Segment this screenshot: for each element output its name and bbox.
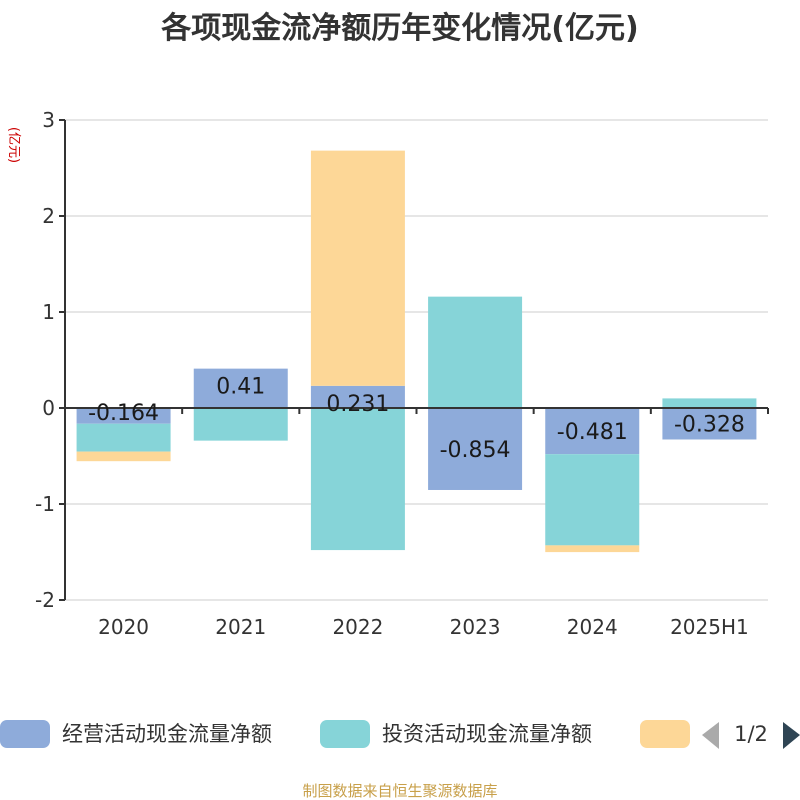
bar-series-1: [662, 408, 757, 440]
data-label: -0.854: [440, 438, 511, 463]
y-tick-label: 3: [42, 108, 55, 132]
data-label: -0.481: [557, 420, 628, 445]
chart-title: 各项现金流净额历年变化情况(亿元): [160, 11, 638, 46]
bar-series-2: [428, 296, 523, 408]
legend-prev-icon[interactable]: [702, 722, 719, 749]
data-labels: -0.164 0.41 0.231 -0.854 -0.481 -0.328: [88, 375, 745, 463]
axes: [59, 119, 769, 601]
legend-label[interactable]: 投资活动现金流量净额: [382, 722, 592, 746]
data-label: -0.164: [88, 401, 159, 426]
x-tick-label: 2022: [332, 615, 383, 639]
bar-series-1: [310, 385, 405, 408]
grid: [65, 119, 768, 601]
legend: 经营活动现金流量净额 投资活动现金流量净额 1/2: [0, 720, 800, 749]
bar-series-1: [76, 408, 171, 424]
bar-series-2: [76, 423, 171, 452]
bar-series-1: [193, 368, 288, 408]
bar-series-3: [76, 451, 171, 462]
bar-series-1: [545, 408, 640, 455]
legend-label[interactable]: 经营活动现金流量净额: [62, 722, 272, 746]
x-tick-label: 2023: [450, 615, 501, 639]
y-tick-label: -2: [35, 588, 55, 612]
data-label: 0.41: [216, 375, 265, 400]
legend-swatch[interactable]: [320, 720, 370, 748]
bar-series-3: [310, 150, 405, 386]
bar-series-1: [428, 408, 523, 490]
legend-swatch[interactable]: [0, 720, 50, 748]
y-tick-label: 1: [42, 300, 55, 324]
x-tick-label: 2020: [98, 615, 149, 639]
data-label: -0.328: [674, 413, 745, 438]
bar-series-2: [193, 408, 288, 441]
data-label: 0.231: [326, 392, 389, 417]
tick-labels: 3 2 1 0 -1 -2 2020 2021 2022 2023 2024 2025H1: [35, 108, 749, 639]
x-tick-label: 2021: [215, 615, 266, 639]
bar-series-3: [545, 545, 640, 553]
bar-series-2: [545, 454, 640, 546]
bar-series-2: [662, 398, 757, 408]
legend-next-icon[interactable]: [783, 722, 800, 749]
bar-series-2: [310, 408, 405, 551]
legend-swatch[interactable]: [640, 720, 690, 748]
bars: [76, 150, 757, 553]
legend-page-indicator: 1/2: [734, 722, 768, 746]
y-tick-label: 2: [42, 204, 55, 228]
y-axis-unit: (亿元): [6, 127, 21, 163]
x-tick-label: 2025H1: [670, 615, 749, 639]
y-tick-label: -1: [35, 492, 55, 516]
source-note: 制图数据来自恒生聚源数据库: [302, 782, 497, 800]
x-tick-label: 2024: [567, 615, 618, 639]
y-tick-label: 0: [42, 396, 55, 420]
